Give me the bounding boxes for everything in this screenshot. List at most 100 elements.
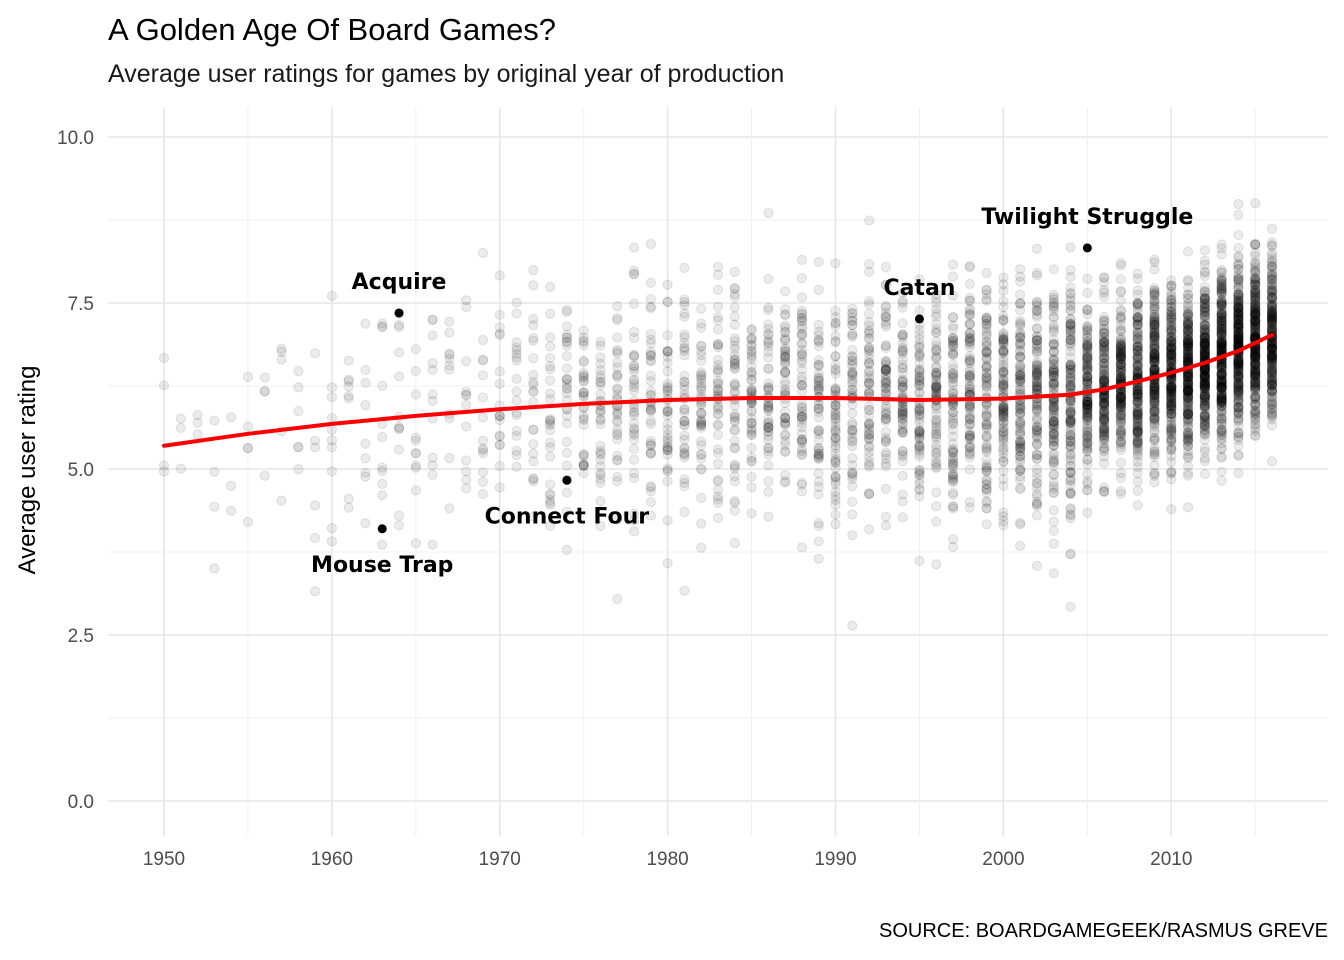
- data-point: [209, 466, 220, 477]
- data-point: [393, 319, 405, 330]
- data-point: [645, 482, 656, 493]
- data-point: [813, 375, 824, 386]
- data-point: [1099, 320, 1110, 331]
- data-point: [897, 381, 908, 392]
- data-point: [696, 407, 707, 419]
- data-point: [746, 354, 757, 365]
- data-point: [326, 536, 337, 547]
- data-point: [1082, 273, 1093, 284]
- data-point: [242, 371, 254, 383]
- data-point: [561, 363, 573, 374]
- data-point: [528, 333, 539, 344]
- data-point: [662, 418, 673, 430]
- data-point: [1166, 400, 1177, 411]
- data-point: [1182, 502, 1194, 513]
- data-point: [746, 442, 757, 454]
- data-point: [729, 415, 740, 426]
- data-point: [309, 435, 321, 446]
- data-point: [931, 380, 942, 391]
- data-point: [931, 461, 942, 472]
- data-point: [1216, 370, 1227, 381]
- data-point: [947, 387, 959, 399]
- data-point: [1216, 309, 1227, 320]
- data-point: [360, 467, 371, 478]
- data-point: [763, 422, 774, 433]
- data-point: [645, 346, 656, 358]
- data-point: [763, 430, 774, 442]
- data-point: [662, 424, 673, 435]
- data-point: [679, 419, 690, 430]
- data-point: [645, 438, 656, 449]
- data-point: [746, 482, 757, 493]
- data-point: [1031, 463, 1043, 475]
- data-point: [528, 280, 539, 291]
- data-point: [1048, 505, 1059, 516]
- data-point: [477, 443, 489, 454]
- data-point: [830, 509, 841, 520]
- data-point: [947, 312, 959, 323]
- data-point: [461, 483, 472, 494]
- data-point: [1048, 525, 1059, 536]
- data-point: [847, 481, 858, 492]
- data-point: [595, 468, 606, 479]
- data-point: [662, 385, 673, 396]
- data-point: [511, 297, 522, 308]
- data-point: [662, 463, 673, 474]
- data-point: [1199, 324, 1210, 335]
- data-point: [947, 487, 959, 498]
- data-point: [863, 377, 875, 388]
- data-point: [561, 436, 573, 447]
- data-point: [729, 349, 740, 361]
- data-point: [847, 530, 858, 541]
- data-point: [158, 380, 170, 391]
- data-point: [746, 413, 757, 424]
- data-point: [813, 553, 824, 564]
- data-point: [645, 448, 656, 459]
- data-point: [897, 425, 908, 436]
- data-point: [511, 345, 522, 356]
- data-point: [931, 501, 942, 512]
- data-point: [628, 350, 640, 361]
- data-point: [662, 410, 673, 421]
- data-point: [679, 416, 690, 427]
- data-point: [712, 269, 724, 280]
- data-point: [628, 361, 640, 372]
- data-point: [343, 493, 354, 504]
- data-point: [662, 449, 673, 460]
- data-point: [729, 497, 740, 509]
- data-point: [578, 370, 589, 381]
- data-point: [880, 377, 891, 388]
- data-point: [964, 341, 975, 353]
- data-point: [1099, 485, 1110, 497]
- data-point: [1115, 274, 1127, 285]
- data-point: [729, 364, 740, 375]
- data-point: [410, 538, 421, 549]
- data-point: [158, 352, 170, 364]
- data-point: [410, 435, 421, 446]
- data-point: [545, 425, 556, 436]
- data-point: [545, 451, 556, 462]
- data-point: [998, 295, 1009, 307]
- data-point: [645, 403, 656, 414]
- data-point: [863, 215, 875, 226]
- data-point: [645, 510, 656, 521]
- data-point: [1082, 305, 1093, 316]
- data-point: [326, 442, 337, 453]
- data-point: [763, 460, 774, 471]
- data-point: [746, 406, 757, 417]
- data-point: [662, 279, 673, 290]
- data-point: [746, 366, 757, 378]
- data-point: [1216, 341, 1227, 352]
- data-point: [1149, 353, 1160, 364]
- data-point: [528, 439, 539, 450]
- data-point: [1015, 417, 1026, 428]
- data-point: [578, 355, 589, 366]
- data-point: [645, 497, 656, 508]
- data-point: [1250, 295, 1261, 306]
- data-point: [595, 364, 606, 376]
- data-point: [1015, 454, 1026, 465]
- data-point: [1065, 601, 1076, 612]
- data-point: [964, 260, 975, 272]
- data-point: [595, 358, 606, 369]
- data-point: [410, 344, 421, 355]
